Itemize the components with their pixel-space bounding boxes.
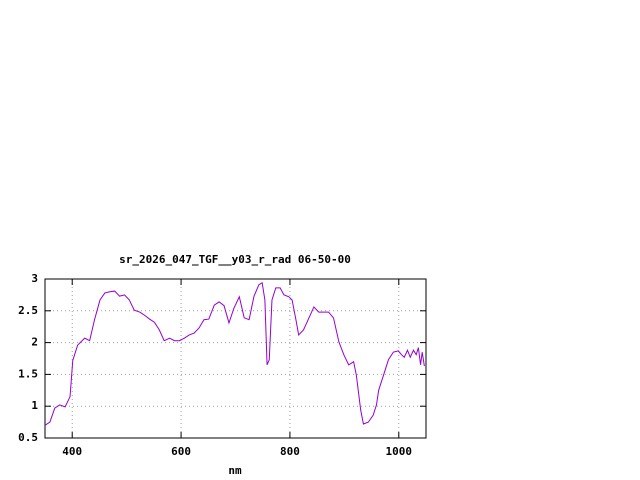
plot-frame <box>44 278 427 439</box>
y-tick-label: 1.5 <box>18 367 38 380</box>
y-tick-label: 1 <box>31 399 38 412</box>
x-tick-label: 600 <box>171 445 191 458</box>
x-tick-label: 400 <box>62 445 82 458</box>
x-tick-label: 1000 <box>386 445 413 458</box>
x-axis-label: nm <box>228 464 242 477</box>
y-tick-label: 2.5 <box>18 304 38 317</box>
chart-title: sr_2026_047_TGF__y03_r_rad 06-50-00 <box>119 253 351 266</box>
y-tick-label: 0.5 <box>18 431 38 444</box>
y-tick-label: 2 <box>31 336 38 349</box>
data-line <box>44 282 425 426</box>
y-tick-label: 3 <box>31 272 38 285</box>
x-tick-label: 800 <box>280 445 300 458</box>
